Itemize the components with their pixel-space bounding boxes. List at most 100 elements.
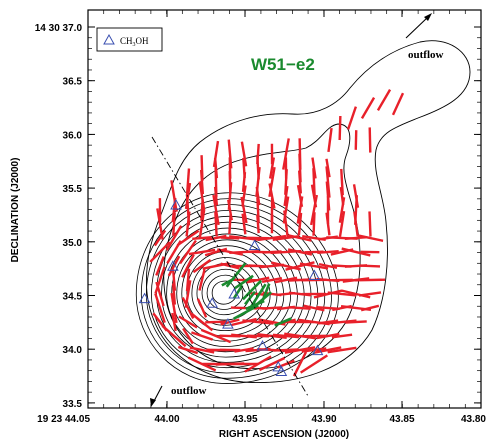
polarization-vector [181,254,195,278]
plot-frame [87,9,482,409]
x-tick-label: 43.85 [389,414,414,425]
polarization-vector [309,194,319,226]
polarization-vector [196,298,208,318]
contour-level [140,198,332,379]
polarization-vector [241,213,247,235]
polarization-vector [312,212,316,236]
ch3oh-marker [170,198,182,210]
polarization-vector [155,256,165,276]
polarization-vector [272,333,300,339]
polarization-vector [170,292,178,324]
polarization-vector [240,141,248,167]
polarization-vector [231,317,257,327]
polarization-vector [172,212,176,236]
polarization-vector [240,196,248,224]
polarization-vector [360,304,380,312]
polarization-vector [288,234,312,242]
y-axis-label: DECLINATION (J2000) [10,158,21,263]
polarization-vector [316,332,340,340]
polarization-vector [284,169,288,195]
outflow-label-bottom: outflow [171,385,207,397]
polarization-vector [212,194,220,226]
polarization-vector [338,115,342,141]
polarization-vector [234,347,254,353]
polarization-vector [185,268,191,292]
polarization-vector [185,211,191,237]
polarization-vector [292,351,308,377]
polarization-vector [358,291,382,297]
polarization-vector [318,262,338,270]
green-vector [245,299,265,311]
polarization-vector [257,234,287,242]
polarization-vector [285,261,315,271]
polarization-vector [154,293,166,323]
polarization-vector [241,172,247,192]
y-tick-label: 33.5 [63,399,83,410]
polarization-vector [228,213,232,235]
triangle-icon [103,33,115,45]
polarization-vector [177,345,199,355]
polarization-vector [274,276,298,284]
polarization-vectors-red [149,89,405,377]
legend-box [96,27,163,52]
polarization-vector [356,234,384,242]
x-tick-label: 43.80 [461,414,486,425]
polarization-vector [187,356,217,372]
polarization-vector [244,355,272,373]
polarization-vector [299,262,329,270]
polarization-vector [153,229,167,247]
outflow-axis-line [151,136,309,397]
polarization-vector [360,97,376,119]
polarization-vector [331,333,353,339]
polarization-vector [229,235,259,241]
polarization-vector [200,328,232,344]
polarization-vector [166,240,182,264]
polarization-vector [289,306,311,310]
polarization-vector [198,209,206,239]
polarization-vector [346,106,358,130]
polarization-vector [341,289,371,299]
polarization-vector [283,185,289,207]
polarization-vector [312,168,316,196]
polarization-vector [345,320,367,324]
polarization-vector [325,158,331,178]
polarization-vector [271,261,301,271]
contour-level [201,268,251,316]
polarization-vector [258,356,286,372]
polarization-vector [338,210,346,238]
polarization-vector [213,186,219,206]
polarization-vector [192,235,212,241]
polarization-vector [287,248,313,256]
y-tick-label: 34.0 [63,345,83,356]
polarization-vector [341,247,371,257]
figure-title: W51−e2 [251,55,315,74]
polarization-vector [296,196,304,224]
polarization-vector [368,127,372,153]
x-tick-label: 43.95 [232,414,257,425]
polarization-vector [269,157,275,179]
polarization-vector [273,348,299,352]
contour-level [156,215,312,363]
green-vector [274,317,292,327]
x-tick-label: 19 23 44.05 [37,414,90,425]
polarization-vector [200,199,204,221]
polarization-vector [327,127,333,153]
polarization-vector [161,324,187,348]
polarization-vector [354,278,386,282]
polarization-vector [178,315,198,329]
polarization-vector [299,354,329,374]
x-axis-ticks: 19 23 44.05 44.00 43.95 43.90 43.85 43.80 [37,10,486,425]
y-axis-ticks: 14 30 37.0 36.5 36.0 35.5 35.0 34.5 34.0 33.5 [35,23,481,410]
ch3oh-marker [206,297,219,308]
polarization-vector [284,346,316,354]
x-axis-label: RIGHT ASCENSION (J2000) [219,429,349,440]
polarization-vector [246,276,270,284]
polarization-vector [327,319,357,325]
polarization-vector [165,225,183,251]
polarization-vector [314,346,342,354]
polarization-vector [176,229,200,247]
green-vector [261,283,271,301]
polarization-vector [205,320,227,324]
polarization-vector [391,92,405,116]
